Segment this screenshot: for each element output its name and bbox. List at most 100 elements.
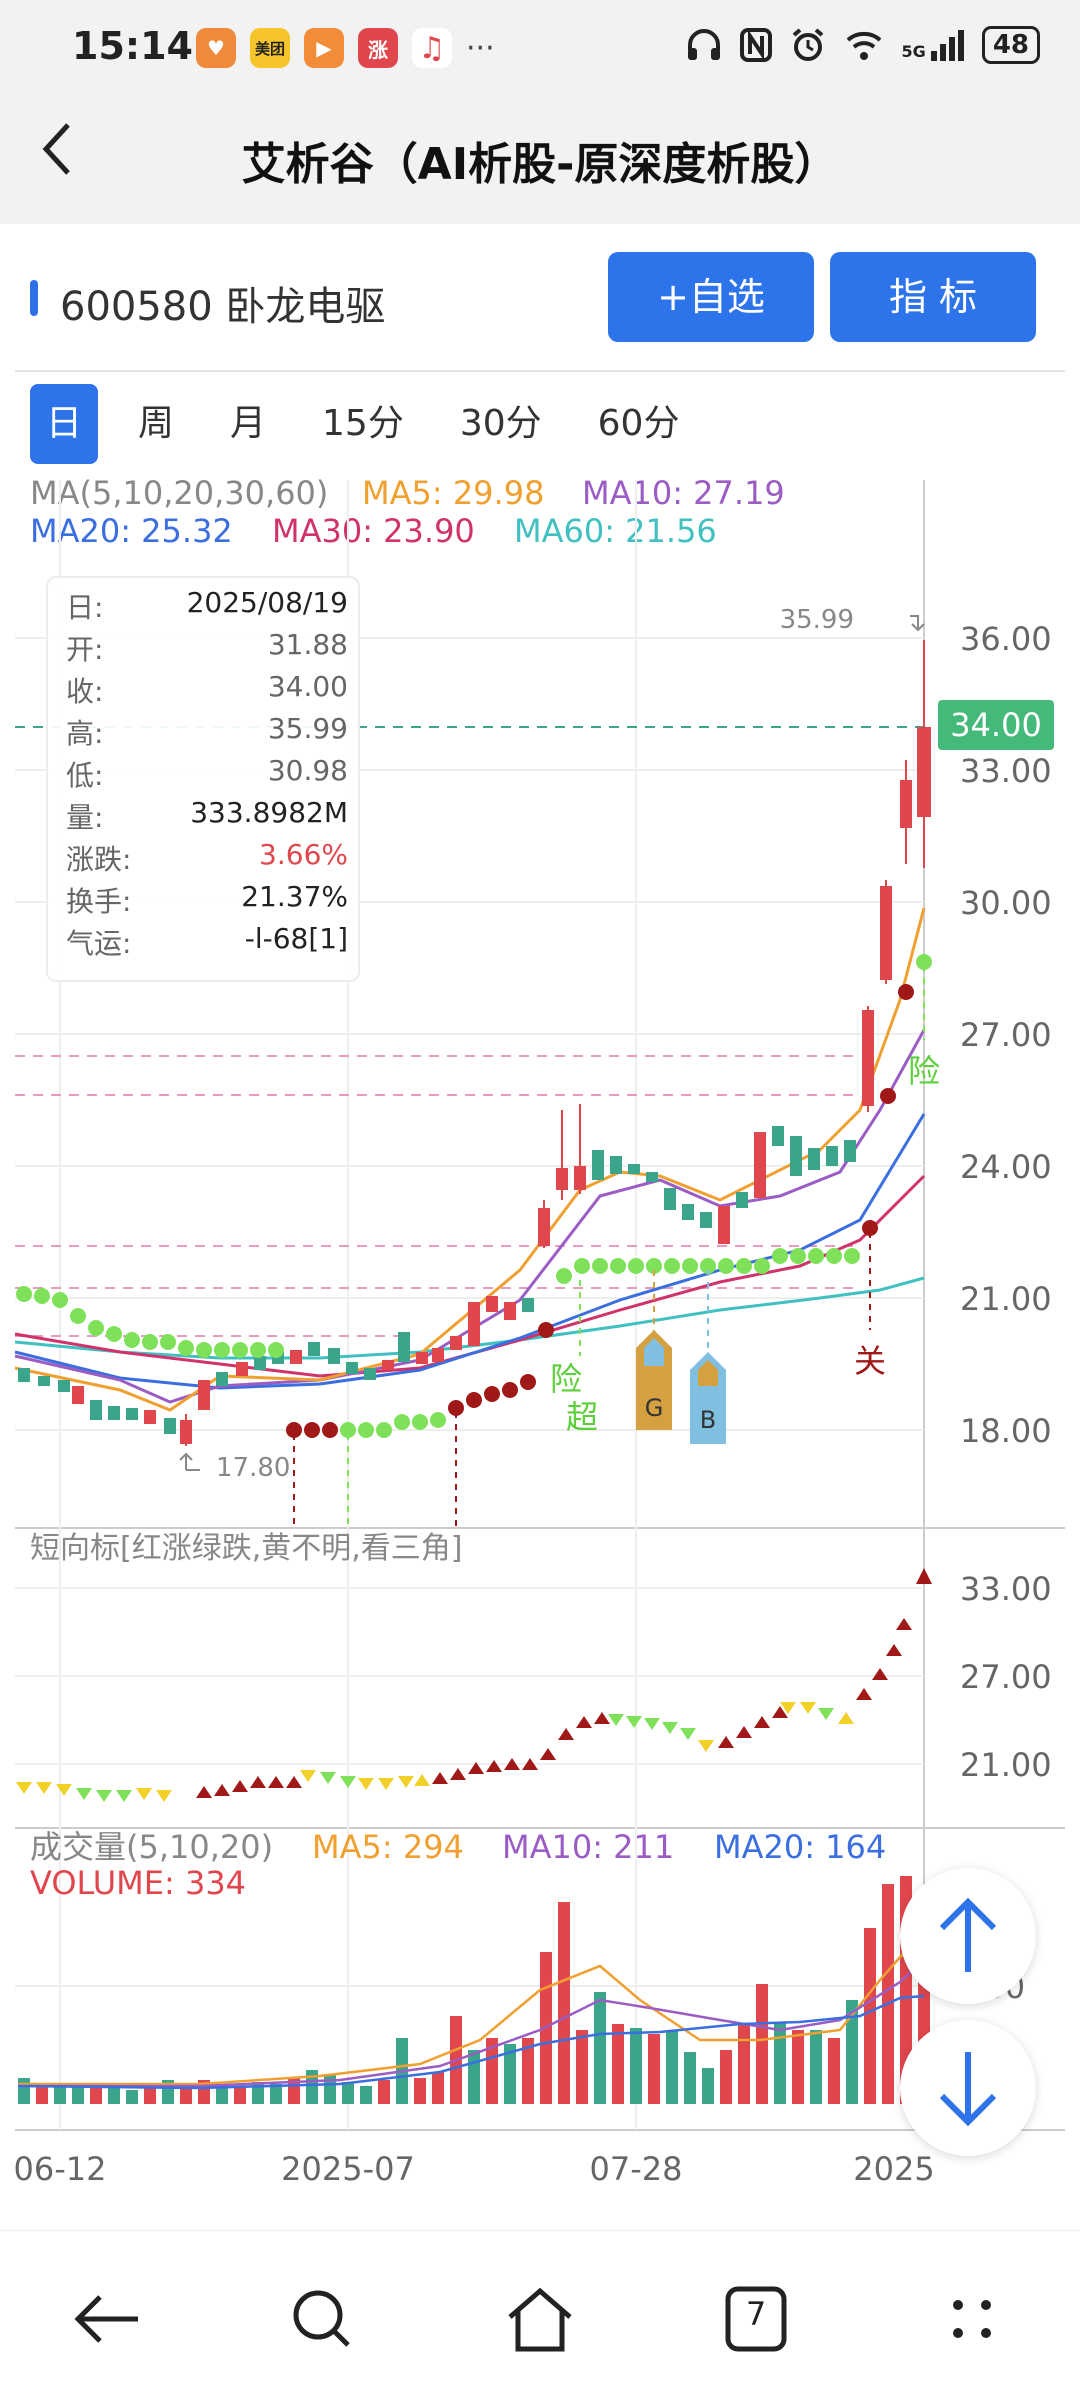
candle [468, 1302, 480, 1346]
xian-signal-label-2: 险 [908, 1052, 940, 1090]
ma10-line [14, 1029, 926, 1404]
network-type: 5G [901, 41, 926, 61]
candle [254, 1356, 266, 1370]
candle [486, 1296, 498, 1312]
volume-ma10: MA10: 211 [502, 1828, 674, 1866]
candle [58, 1380, 70, 1392]
divider [15, 370, 1065, 372]
x-axis: 06-12 2025-07 07-28 2025 [14, 2150, 935, 2188]
nav-home-button[interactable] [490, 2279, 590, 2359]
candle [664, 1188, 676, 1210]
page-title: 艾析谷（AI析股-原深度析股） [241, 139, 839, 190]
nav-search-button[interactable] [272, 2279, 372, 2359]
current-price-tag: 34.00 [938, 700, 1054, 750]
candle [862, 1010, 874, 1106]
nav-menu-button[interactable] [922, 2279, 1022, 2359]
battery-icon: 48 [981, 26, 1040, 64]
home-icon [508, 2287, 572, 2352]
info-row-open: 开: 31.88 [66, 628, 348, 666]
y-tick: 24.00 [960, 1148, 1052, 1186]
candle [126, 1408, 138, 1420]
candle [198, 1380, 210, 1410]
candlesticks [18, 640, 931, 1446]
add-watchlist-button[interactable]: +自选 [608, 252, 814, 342]
zhang-app-icon: 涨 [358, 28, 398, 68]
tab-15min[interactable]: 15分 [322, 403, 404, 444]
back-button[interactable] [36, 118, 108, 198]
back-arrow-icon [74, 2295, 138, 2343]
ma20-legend: MA20: 25.32 [30, 512, 233, 550]
indicator-button[interactable]: 指 标 [830, 252, 1036, 342]
g-signal-label: G [645, 1394, 664, 1422]
ma5-line [14, 907, 926, 1412]
candle [826, 1146, 838, 1166]
y-tick: 21.00 [960, 1746, 1052, 1784]
info-row-fortune: 气运: -l-68[1] [66, 922, 348, 960]
candle [917, 727, 931, 817]
more-notifications-icon: ··· [466, 30, 495, 66]
nfc-icon [739, 28, 772, 62]
info-row-volume: 量: 333.8982M [66, 796, 348, 834]
nav-tabs-button[interactable]: 7 [706, 2279, 806, 2359]
ma10-legend: MA10: 27.19 [582, 474, 785, 512]
candle [574, 1166, 586, 1190]
info-row-low: 低: 30.98 [66, 754, 348, 792]
x-tick: 06-12 [14, 2150, 107, 2188]
alarm-icon [792, 28, 823, 61]
y-tick: 30.00 [960, 884, 1052, 922]
ma-legend-label: MA(5,10,20,30,60) [30, 474, 329, 512]
nav-back-button[interactable] [56, 2279, 156, 2359]
candle [398, 1332, 410, 1362]
candle [556, 1168, 568, 1190]
g-marker [636, 1330, 672, 1430]
heart-app-icon: ♥ [196, 28, 236, 68]
candle [432, 1348, 444, 1362]
low-price-label: 17.80 [216, 1453, 290, 1483]
meituan-app-icon: 美团 [250, 28, 290, 68]
candle [538, 1208, 550, 1246]
reference-lines [15, 726, 924, 1337]
candle [700, 1212, 712, 1228]
info-row-turnover: 换手: 21.37% [66, 880, 348, 918]
y-tick: 36.00 [960, 620, 1052, 658]
signal-icon: 5G [901, 29, 964, 61]
volume-ma20: MA20: 164 [714, 1828, 886, 1866]
headphone-icon [687, 29, 720, 60]
volume-bars [18, 1876, 930, 2104]
tab-60min[interactable]: 60分 [597, 403, 680, 444]
status-time: 15:14 [72, 24, 193, 68]
music-app-icon: ♫ [412, 28, 452, 68]
tab-week[interactable]: 周 [138, 403, 175, 444]
candle [72, 1386, 84, 1404]
info-row-date: 日: 2025/08/19 [66, 586, 348, 624]
candle [416, 1352, 428, 1364]
low-arrow-icon [179, 1452, 200, 1471]
candle [682, 1204, 694, 1220]
candle [308, 1342, 320, 1356]
tab-30min[interactable]: 30分 [459, 403, 542, 444]
scroll-up-button[interactable] [900, 1868, 1036, 2004]
y-tick: 18.00 [960, 1412, 1052, 1450]
candle [364, 1368, 376, 1380]
short-indicator-title: 短向标[红涨绿跌,黄不明,看三角] [30, 1531, 462, 1566]
candle [18, 1368, 30, 1382]
wifi-icon [846, 31, 881, 60]
notification-icons: ♥ 美团 ▶ 涨 ♫ ··· [196, 28, 495, 68]
tab-day[interactable]: 日 [30, 384, 98, 464]
candle [382, 1360, 394, 1370]
candle [808, 1148, 820, 1170]
x-tick: 07-28 [590, 2150, 683, 2188]
candle [900, 780, 912, 828]
candle [610, 1156, 622, 1174]
tab-month[interactable]: 月 [230, 403, 267, 444]
volume-label: VOLUME: 334 [30, 1864, 246, 1902]
price-axis: 36.00 33.00 30.00 27.00 24.00 21.00 18.0… [960, 620, 1052, 1450]
candle [522, 1298, 534, 1312]
scroll-down-button[interactable] [900, 2020, 1036, 2156]
candle [628, 1164, 640, 1174]
signal-lines [293, 966, 925, 1528]
candle [592, 1150, 604, 1180]
candle [754, 1132, 766, 1198]
candle [164, 1418, 176, 1434]
stock-code-name: 600580 卧龙电驱 [60, 284, 386, 330]
